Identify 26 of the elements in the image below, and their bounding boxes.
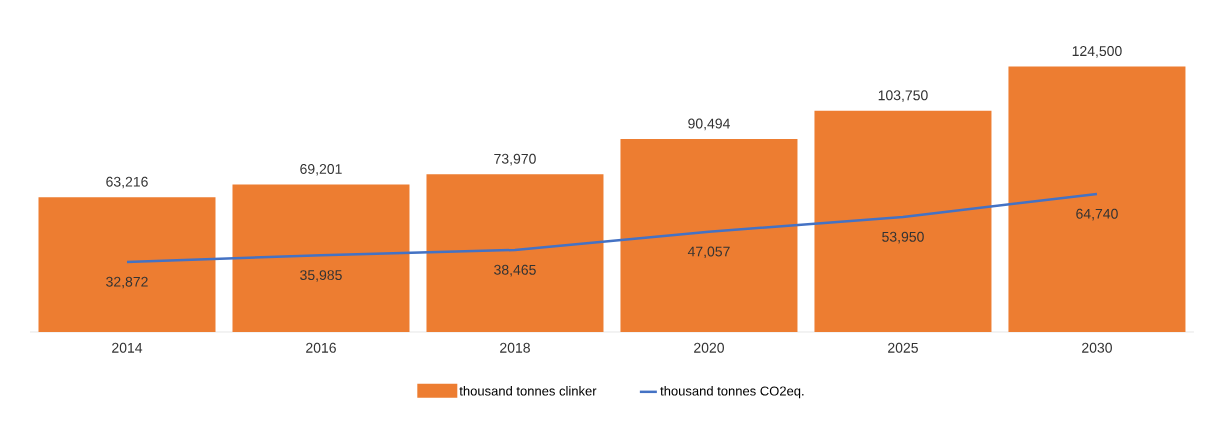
data-label: 69,201 (300, 164, 342, 176)
x-tick-label: 2016 (306, 342, 336, 353)
legend-label: thousand tonnes clinker (459, 386, 597, 396)
data-label: 124,500 (1072, 46, 1122, 58)
bar (620, 139, 798, 332)
data-label: 35,985 (300, 270, 342, 282)
data-label: 73,970 (494, 153, 536, 166)
data-label: 38,465 (494, 264, 536, 277)
data-label: 90,494 (688, 118, 730, 131)
bar (232, 184, 410, 332)
data-label: 63,216 (106, 176, 148, 189)
bar (426, 174, 604, 332)
bar (814, 110, 992, 332)
data-label: 103,750 (878, 90, 928, 102)
x-tick-label: 2014 (112, 342, 143, 353)
legend-label: thousand tonnes CO2eq. (660, 386, 804, 399)
data-label: 53,950 (882, 231, 924, 244)
data-label: 64,740 (1076, 208, 1118, 221)
x-tick-label: 2030 (1082, 342, 1112, 353)
bar (1008, 66, 1186, 332)
bar (38, 197, 216, 332)
x-tick-label: 2020 (694, 342, 724, 353)
x-tick-label: 2025 (888, 342, 918, 353)
x-tick-label: 2018 (500, 342, 530, 353)
data-label: 47,057 (687, 246, 730, 259)
data-label: 32,872 (106, 276, 148, 289)
